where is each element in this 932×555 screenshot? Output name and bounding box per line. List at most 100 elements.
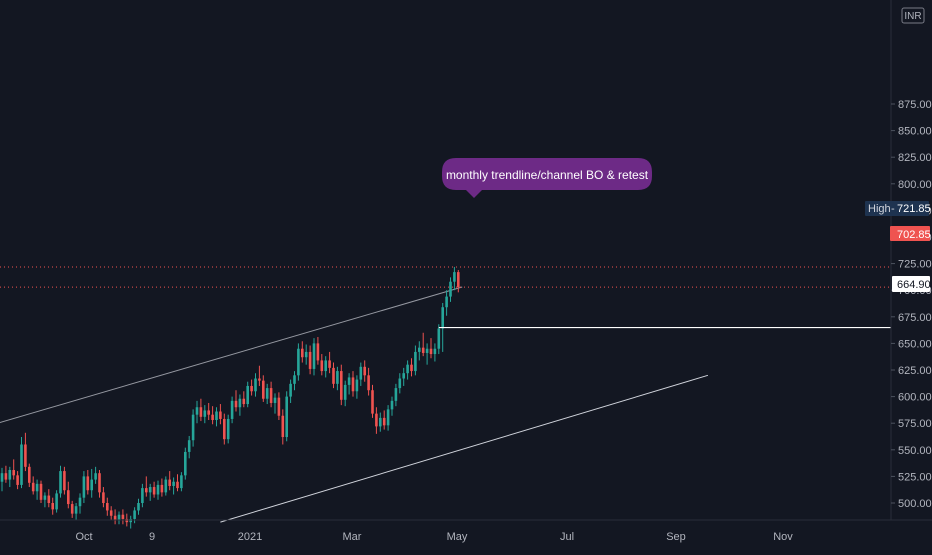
candle-body [180,475,183,489]
candle-body [312,343,316,369]
candle-body [55,493,58,510]
last-price-value: 702.85 [897,229,931,241]
candle-body [289,383,292,397]
candle-body [184,451,187,476]
candle-body [219,411,222,419]
candle-body [160,484,164,493]
candle-body [47,495,51,503]
candle-body [375,413,378,427]
candle-body [410,364,413,372]
candle-body [31,482,35,492]
annotation-callout[interactable]: monthly trendline/channel BO & retest [442,158,652,198]
candle-body [35,483,39,492]
candle-body [172,481,175,486]
candle-body [102,492,105,503]
candle-body [265,388,269,399]
candle-body [215,411,218,421]
candle-body [199,407,203,417]
level-price-box [892,276,930,292]
candle-body [390,400,394,410]
x-tick-label: May [447,531,468,543]
candle-body [67,490,70,505]
candle-body [301,348,304,358]
x-tick-label: Sep [666,531,686,543]
candle-body [113,515,117,521]
candle-body [125,518,129,523]
lower-channel-line[interactable] [220,374,709,523]
candle-body [386,409,390,426]
candle-body [394,388,398,401]
candle-body [273,397,277,403]
candle-body [176,481,179,489]
candle-body [285,396,288,438]
candle-body [43,495,47,500]
x-tick-label: 2021 [238,531,262,543]
annotation-bubble [442,158,652,198]
candle-body [406,364,409,374]
y-tick-label: 575.00 [898,418,932,430]
candle-body [94,473,97,480]
candle-body [121,514,125,519]
y-tick-label: 650.00 [898,338,932,350]
candle-body [0,473,4,482]
candle-body [441,307,444,329]
y-tick-label: 525.00 [898,471,932,483]
high-label-dash: - [891,203,895,215]
upper-channel-line[interactable] [0,286,463,425]
candle-body [398,378,402,389]
last-price-box [890,226,930,241]
candle-body [254,378,257,392]
candle-body [277,397,281,416]
candle-body [304,351,308,358]
candle-body [414,351,417,372]
candle-body [230,400,234,419]
last-price-label: 702.85 [890,226,931,241]
candle-body [269,388,273,403]
candle-body [133,510,136,519]
candles [0,266,460,529]
candle-body [445,296,448,308]
candle-body [28,466,31,483]
high-label-box [865,201,929,216]
candle-body [433,348,437,355]
price-levels [0,266,891,329]
candle-body [191,414,195,441]
high-label-value: 721.85 [897,203,931,215]
candle-body [246,385,249,405]
candle-body [24,444,27,467]
currency-badge[interactable] [901,7,925,24]
candle-body [70,504,74,514]
candle-body [16,475,19,485]
currency-label: INR [904,11,921,22]
candle-body [293,375,296,384]
candle-body [234,400,238,408]
trendlines[interactable] [0,286,709,523]
price-axis[interactable]: 500.00 525.00 550.00 575.00 600.00 625.00 650.… [891,99,932,510]
candle-body [223,418,226,440]
y-tick-label: 600.00 [898,392,932,404]
candle-body [328,360,331,368]
candle-body [429,348,433,355]
candle-body [418,347,421,352]
candle-body [379,417,382,427]
candle-body [156,484,160,495]
candle-body [12,470,15,476]
candle-body [168,479,171,486]
candle-body [382,417,386,426]
candle-body [425,348,429,353]
y-tick-label: 825.00 [898,152,932,164]
level-price-value: 664.90 [897,279,931,291]
level-price-label: 664.90 [892,276,931,292]
candle-body [367,375,370,391]
time-axis[interactable]: Oct 9 2021 Mar May Jul Sep Nov [75,531,793,543]
candle-body [20,444,23,485]
high-price-label: High - 721.85 [865,201,931,216]
y-tick-label: 850.00 [898,126,932,138]
candle-body [164,479,168,493]
y-tick-label: 625.00 [898,365,932,377]
candle-body [4,473,8,480]
candle-body [82,476,86,498]
candle-body [343,384,347,400]
